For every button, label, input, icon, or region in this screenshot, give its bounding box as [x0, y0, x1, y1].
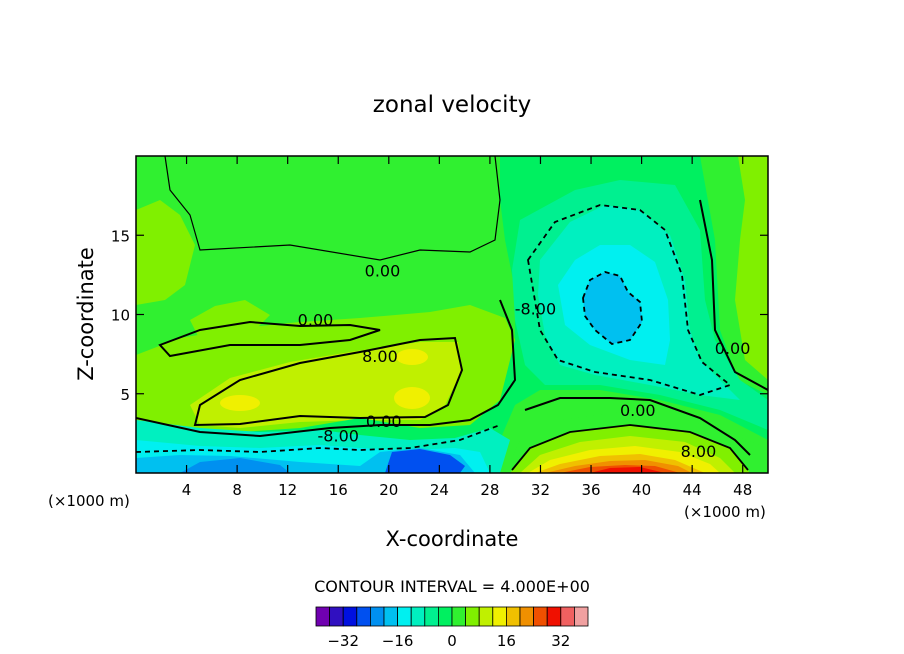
region-neg-core	[583, 272, 642, 344]
contour-label: 8.00	[681, 442, 717, 461]
colorbar-swatch	[342, 606, 358, 627]
x-tick-label: 8	[232, 481, 242, 499]
contour-label: 0.00	[365, 261, 401, 280]
colorbar-swatch	[424, 606, 439, 627]
y-tick-label: 15	[111, 227, 130, 245]
colorbar-label: 16	[497, 632, 516, 650]
contour-line-surface-dash	[136, 424, 501, 453]
colorbar-swatch	[315, 606, 331, 627]
x-tick-label: 40	[632, 481, 651, 499]
colorbar-swatch	[519, 606, 535, 627]
region-max-8km	[220, 395, 260, 411]
chart-title: zonal velocity	[373, 92, 531, 118]
colorbar-label: 32	[551, 632, 570, 650]
contour-line-zero-lower	[136, 299, 517, 438]
region-pos-core	[590, 467, 665, 473]
contour-label: 0.00	[366, 412, 402, 431]
x-tick-label: 24	[430, 481, 449, 499]
contour-line-pos-bottom	[511, 424, 749, 471]
x-unit-left: (×1000 m)	[48, 492, 130, 510]
colorbar-swatch	[437, 606, 453, 627]
colorbar-label: 0	[447, 632, 457, 650]
contour-label: 0.00	[715, 339, 751, 358]
colorbar-label: −16	[382, 632, 414, 650]
contour-line-zero-upper	[164, 156, 501, 261]
contour-label: 0.00	[620, 401, 656, 420]
colorbar-swatch	[369, 606, 385, 627]
region-top-left	[136, 200, 195, 305]
contour-interval-label: CONTOUR INTERVAL = 4.000E+00	[314, 577, 590, 596]
x-tick-label: 32	[531, 481, 550, 499]
contour-line-zero-right	[699, 199, 768, 391]
x-tick-label: 28	[480, 481, 499, 499]
colorbar-swatch	[492, 606, 507, 627]
contour-label: -8.00	[318, 426, 359, 445]
colorbar	[315, 606, 589, 627]
x-tick-label: 48	[733, 481, 752, 499]
plot-area: 0.00 0.00 -8.00 8.00 0.00 0.00 0.00 8.00 -8.00	[136, 156, 768, 473]
colorbar-swatch	[451, 606, 467, 627]
colorbar-swatch	[356, 606, 371, 627]
colorbar-swatch	[465, 606, 480, 627]
contour-line-zero-bottom-right	[524, 397, 751, 456]
x-tick-label: 36	[581, 481, 600, 499]
x-tick-label: 4	[182, 481, 192, 499]
colorbar-swatch	[546, 606, 562, 627]
region-surface-min-mid	[385, 449, 465, 473]
region-upper-left	[190, 300, 270, 340]
colorbar-swatch	[397, 606, 412, 627]
contour-line-neg-dash-1	[527, 204, 732, 396]
colorbar-label: −32	[327, 632, 359, 650]
colorbar-swatch	[505, 606, 521, 627]
x-tick-label: 16	[329, 481, 348, 499]
y-axis-label: Z-coordinate	[74, 247, 98, 381]
x-axis-label: X-coordinate	[386, 527, 519, 551]
x-unit-right: (×1000 m)	[684, 503, 766, 521]
region-max-22km	[394, 387, 430, 409]
region-jet-left	[190, 342, 462, 428]
colorbar-swatch	[560, 606, 575, 627]
colorbar-swatch	[533, 606, 548, 627]
contour-line-eight-left	[193, 336, 464, 427]
x-tick-label: 12	[278, 481, 297, 499]
region-max-21km-upper	[396, 349, 428, 365]
contour-line-zero-mid	[158, 320, 381, 358]
colorbar-swatch	[383, 606, 399, 627]
region-surface-min-left	[180, 458, 290, 473]
contour-label: 0.00	[298, 311, 334, 330]
contour-label: 8.00	[362, 347, 398, 366]
colorbar-swatch	[329, 606, 344, 627]
colorbar-swatch	[574, 606, 589, 627]
colorbar-swatch	[478, 606, 494, 627]
x-tick-label: 44	[683, 481, 702, 499]
y-tick-label: 5	[120, 386, 130, 404]
y-tick-label: 10	[111, 307, 130, 325]
contour-label: -8.00	[515, 300, 556, 319]
x-tick-label: 20	[379, 481, 398, 499]
colorbar-swatch	[410, 606, 426, 627]
region-top-right	[735, 156, 768, 380]
